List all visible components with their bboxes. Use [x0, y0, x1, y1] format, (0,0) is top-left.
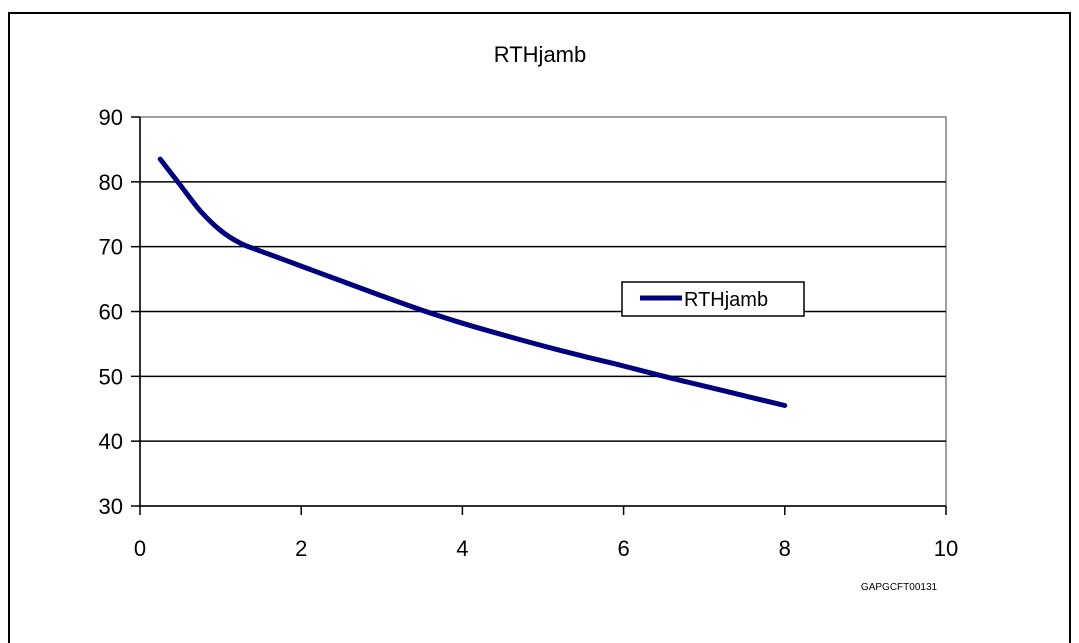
x-tick-label: 2 — [295, 536, 307, 561]
y-tick-label: 30 — [99, 494, 123, 519]
legend: RTHjamb — [621, 281, 805, 317]
x-tick-label: 8 — [779, 536, 791, 561]
legend-box — [621, 281, 805, 317]
y-tick-label: 60 — [99, 300, 123, 325]
chart-title: RTHjamb — [494, 42, 587, 67]
x-tick-label: 10 — [934, 536, 958, 561]
y-tick-label: 80 — [99, 170, 123, 195]
footnote-code: GAPGCFT00131 — [861, 582, 938, 593]
grid-lines — [140, 181, 946, 442]
y-tick-label: 50 — [99, 364, 123, 389]
y-tick-label: 90 — [99, 105, 123, 130]
axes: 30 40 50 60 70 80 90 0 2 4 6 8 10 — [99, 105, 959, 561]
x-tick-label: 6 — [617, 536, 629, 561]
series-layer — [157, 156, 788, 408]
y-tick-label: 70 — [99, 235, 123, 260]
y-tick-label: 40 — [99, 429, 123, 454]
x-tick-label: 4 — [456, 536, 468, 561]
x-tick-label: 0 — [134, 536, 146, 561]
legend-label: RTHjamb — [684, 289, 768, 311]
series-line-0 — [157, 156, 788, 408]
